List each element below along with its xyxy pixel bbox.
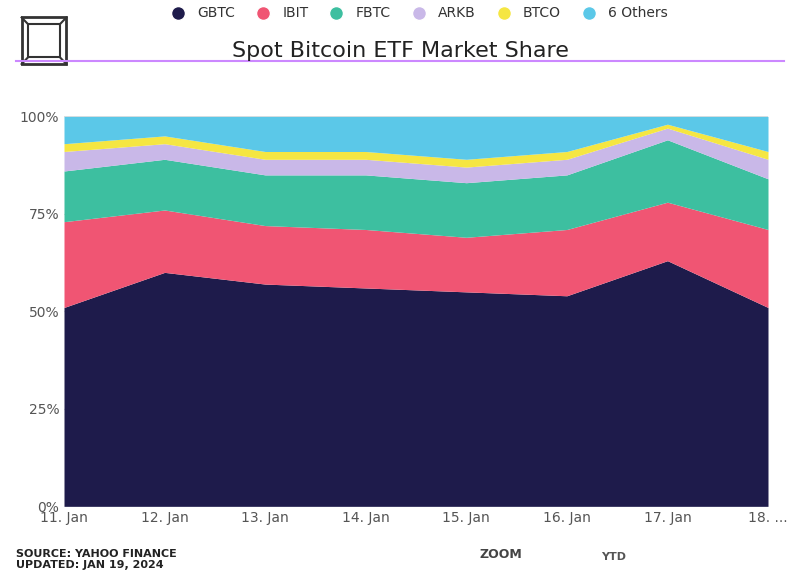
Text: SOURCE: YAHOO FINANCE
UPDATED: JAN 19, 2024: SOURCE: YAHOO FINANCE UPDATED: JAN 19, 2…: [16, 549, 177, 570]
Legend: GBTC, IBIT, FBTC, ARKB, BTCO, 6 Others: GBTC, IBIT, FBTC, ARKB, BTCO, 6 Others: [164, 6, 668, 20]
Text: ALL: ALL: [552, 552, 574, 562]
Text: Spot Bitcoin ETF Market Share: Spot Bitcoin ETF Market Share: [231, 41, 569, 61]
Text: ZOOM: ZOOM: [480, 548, 522, 560]
Text: YTD: YTD: [601, 552, 626, 562]
